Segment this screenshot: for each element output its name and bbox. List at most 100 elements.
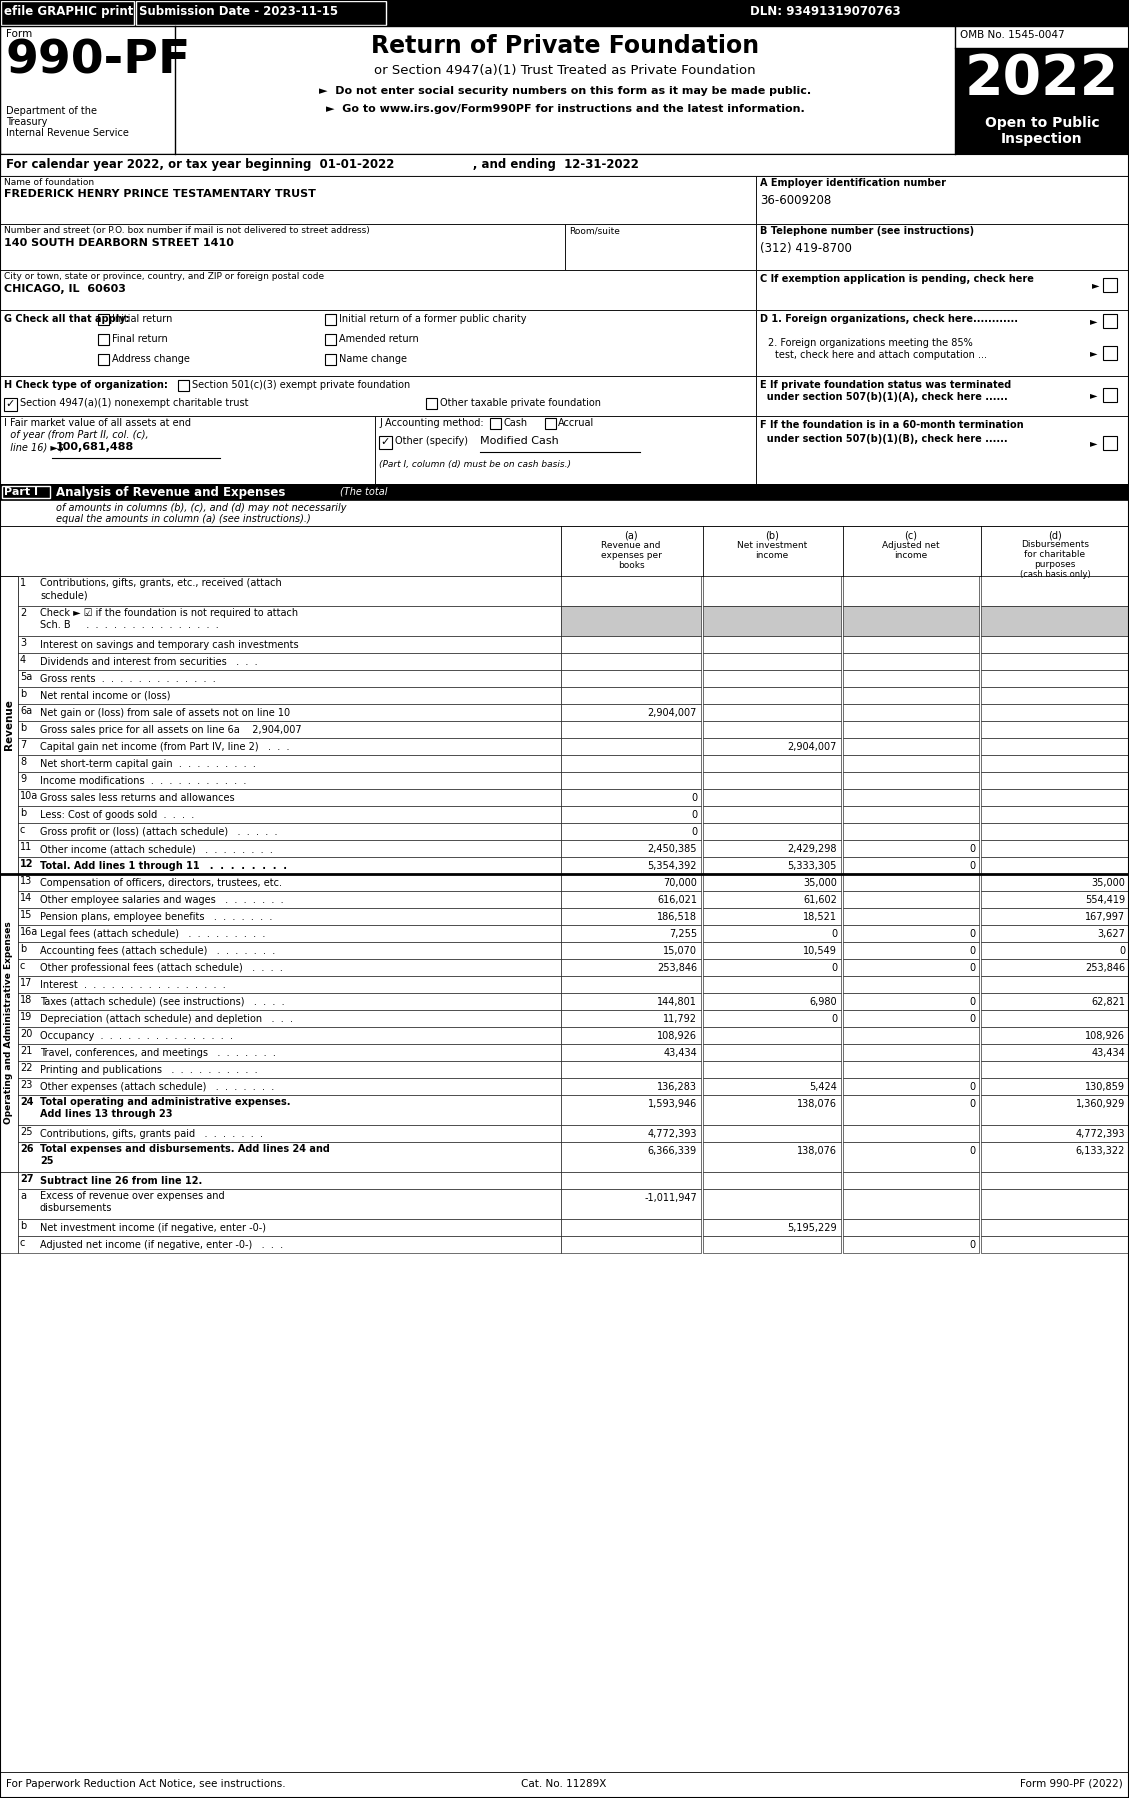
Text: 4: 4 (20, 654, 26, 665)
Text: equal the amounts in column (a) (see instructions).): equal the amounts in column (a) (see ins… (56, 514, 310, 523)
Bar (18, 606, 561, 636)
Bar (703, 575, 841, 606)
Text: OMB No. 1545-0047: OMB No. 1545-0047 (960, 31, 1065, 40)
Bar (561, 992, 701, 1010)
Text: Initial return: Initial return (112, 315, 173, 324)
Bar (561, 976, 701, 992)
Text: 43,434: 43,434 (663, 1048, 697, 1057)
Text: Capital gain net income (from Part IV, line 2)   .  .  .: Capital gain net income (from Part IV, l… (40, 743, 289, 752)
Text: City or town, state or province, country, and ZIP or foreign postal code: City or town, state or province, country… (5, 271, 324, 280)
Bar (703, 874, 841, 892)
Bar (18, 924, 561, 942)
Text: C If exemption application is pending, check here: C If exemption application is pending, c… (760, 273, 1034, 284)
Text: Initial return of a former public charity: Initial return of a former public charit… (339, 315, 526, 324)
Bar (561, 1219, 701, 1235)
Text: ►: ► (1092, 280, 1100, 289)
Bar (325, 354, 336, 365)
Text: (a): (a) (624, 530, 638, 539)
Text: 6,366,339: 6,366,339 (648, 1145, 697, 1156)
Text: Gross rents  .  .  .  .  .  .  .  .  .  .  .  .  .: Gross rents . . . . . . . . . . . . . (40, 674, 216, 683)
Text: Interest  .  .  .  .  .  .  .  .  .  .  .  .  .  .  .  .: Interest . . . . . . . . . . . . . . . . (40, 980, 226, 991)
Text: Number and street (or P.O. box number if mail is not delivered to street address: Number and street (or P.O. box number if… (5, 227, 370, 236)
Bar (843, 575, 979, 606)
Bar (703, 992, 841, 1010)
Text: Gross profit or (loss) (attach schedule)   .  .  .  .  .: Gross profit or (loss) (attach schedule)… (40, 827, 278, 838)
Bar (18, 1079, 561, 1095)
Bar (18, 687, 561, 705)
Text: 0: 0 (969, 1099, 975, 1109)
Bar (843, 806, 979, 823)
Bar (561, 924, 701, 942)
Text: 35,000: 35,000 (803, 877, 837, 888)
Bar (981, 958, 1129, 976)
Text: 108,926: 108,926 (657, 1030, 697, 1041)
Text: 3: 3 (20, 638, 26, 647)
Text: Net investment: Net investment (737, 541, 807, 550)
Text: Net gain or (loss) from sale of assets not on line 10: Net gain or (loss) from sale of assets n… (40, 708, 290, 717)
Text: -1,011,947: -1,011,947 (645, 1194, 697, 1203)
Bar (0, 176, 756, 225)
Text: Address change: Address change (112, 354, 190, 363)
Bar (981, 789, 1129, 806)
Bar (18, 823, 561, 840)
Bar (18, 1095, 561, 1126)
Text: Part I: Part I (5, 487, 38, 496)
Text: 2. Foreign organizations meeting the 85%: 2. Foreign organizations meeting the 85% (768, 338, 973, 349)
Text: 26: 26 (20, 1144, 34, 1154)
Bar (18, 789, 561, 806)
Bar (981, 1079, 1129, 1095)
Bar (561, 789, 701, 806)
Bar (756, 176, 1129, 225)
Bar (98, 354, 110, 365)
Text: (312) 419-8700: (312) 419-8700 (760, 243, 852, 255)
Text: Net investment income (if negative, enter -0-): Net investment income (if negative, ente… (40, 1223, 266, 1233)
Text: of amounts in columns (b), (c), and (d) may not necessarily: of amounts in columns (b), (c), and (d) … (56, 503, 347, 512)
Text: Analysis of Revenue and Expenses: Analysis of Revenue and Expenses (56, 485, 286, 500)
Text: 2: 2 (20, 608, 26, 619)
Bar (843, 687, 979, 705)
Text: 25: 25 (20, 1127, 33, 1136)
Bar (843, 958, 979, 976)
Bar (843, 874, 979, 892)
Text: 5,333,305: 5,333,305 (788, 861, 837, 870)
Bar (955, 49, 1129, 155)
Text: Excess of revenue over expenses and: Excess of revenue over expenses and (40, 1190, 225, 1201)
Text: 0: 0 (831, 964, 837, 973)
Text: Section 501(c)(3) exempt private foundation: Section 501(c)(3) exempt private foundat… (192, 379, 410, 390)
Text: Modified Cash: Modified Cash (480, 435, 559, 446)
Bar (703, 1126, 841, 1142)
Bar (561, 1095, 701, 1126)
Text: 0: 0 (969, 1241, 975, 1250)
Bar (981, 653, 1129, 671)
Bar (18, 755, 561, 771)
Bar (703, 1188, 841, 1219)
Bar (703, 1027, 841, 1045)
Text: Net short-term capital gain  .  .  .  .  .  .  .  .  .: Net short-term capital gain . . . . . . … (40, 759, 256, 770)
Text: Depreciation (attach schedule) and depletion   .  .  .: Depreciation (attach schedule) and deple… (40, 1014, 294, 1025)
Bar (843, 705, 979, 721)
Bar (18, 721, 561, 737)
Bar (703, 1235, 841, 1253)
Bar (843, 1061, 979, 1079)
Bar (0, 500, 1129, 527)
Bar (843, 653, 979, 671)
Bar (703, 806, 841, 823)
Text: Form 990-PF (2022): Form 990-PF (2022) (1021, 1778, 1123, 1789)
Text: (Part I, column (d) must be on cash basis.): (Part I, column (d) must be on cash basi… (379, 460, 571, 469)
Bar (703, 636, 841, 653)
Bar (561, 1172, 701, 1188)
Text: E If private foundation status was terminated: E If private foundation status was termi… (760, 379, 1012, 390)
Bar (703, 653, 841, 671)
Bar (561, 823, 701, 840)
Text: Total operating and administrative expenses.: Total operating and administrative expen… (40, 1097, 290, 1108)
Bar (18, 1126, 561, 1142)
Text: Less: Cost of goods sold  .  .  .  .: Less: Cost of goods sold . . . . (40, 811, 194, 820)
Text: c: c (20, 960, 25, 971)
Bar (18, 705, 561, 721)
Text: 17: 17 (20, 978, 33, 987)
Text: Cat. No. 11289X: Cat. No. 11289X (522, 1778, 606, 1789)
Text: Revenue: Revenue (5, 699, 14, 750)
Bar (981, 823, 1129, 840)
Bar (0, 225, 564, 270)
Bar (18, 1172, 561, 1188)
